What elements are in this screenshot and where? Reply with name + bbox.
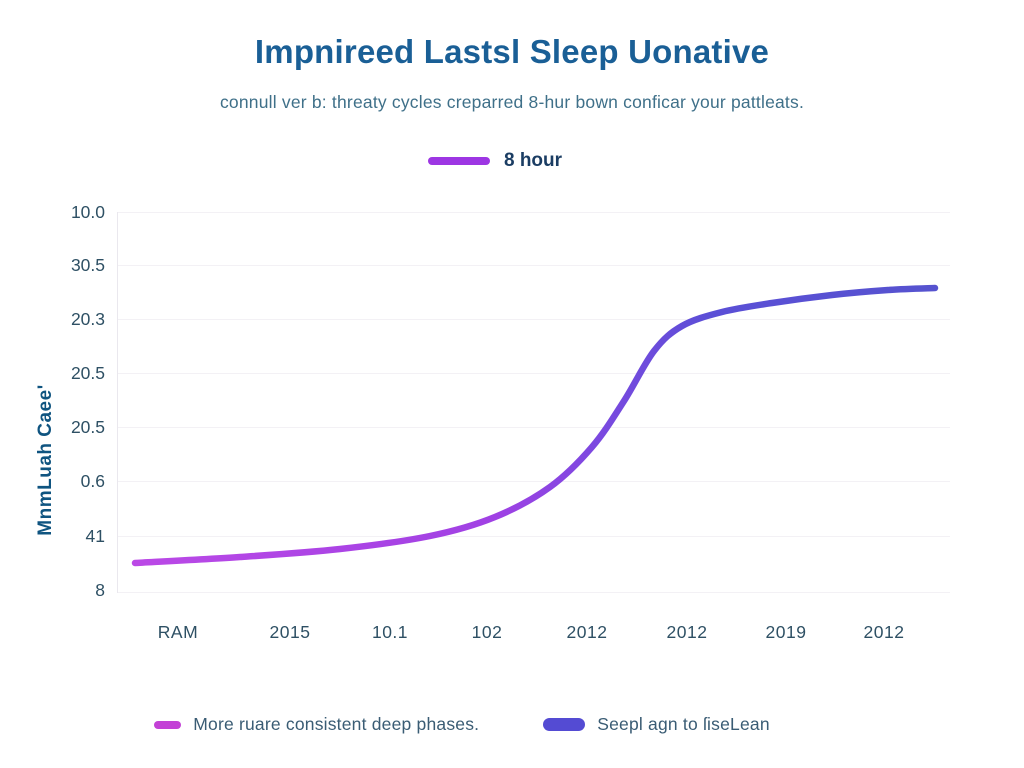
x-tick-label: 2012 [666,622,708,642]
y-tick-label: 20.3 [70,309,105,329]
legend-bottom-item: Seepl agn to ſiseLean [543,714,770,735]
legend-magenta-swatch [154,720,182,729]
gridline [117,265,950,266]
gridline [117,319,950,320]
gridline [117,373,950,374]
y-tick-label: 41 [85,526,105,546]
y-tick-label: 0.6 [80,471,105,491]
x-tick-label: 2012 [863,622,905,642]
legend-top: 8 hour [0,150,1007,172]
gridline [117,212,950,213]
legend-bottom: More ruare consistent deep phases. Seepl… [0,714,974,735]
chart-subtitle: connull ver b: threaty cycles creparred … [219,92,805,112]
x-tick-label: 102 [471,622,503,642]
sleep-curve-path [131,284,939,567]
y-tick-label: 30.5 [70,255,105,275]
gridline [117,427,950,428]
legend-bottom-label: Seepl agn to ſiseLean [597,714,770,734]
y-tick-label: 20.5 [70,417,105,437]
legend-top-line-swatch [427,157,490,165]
x-tick-label: 2015 [269,622,311,642]
x-tick-label: 10.1 [371,622,409,642]
y-axis-line [117,212,118,593]
x-tick-label: 2012 [566,622,608,642]
x-tick-label: 2019 [765,622,807,642]
gridline [117,592,950,593]
gridline [117,536,950,537]
legend-bottom-item: More ruare consistent deep phases. [154,714,479,735]
legend-indigo-swatch [543,718,586,731]
legend-bottom-label: More ruare consistent deep phases. [193,714,480,734]
y-tick-label: 10.0 [70,202,105,222]
y-tick-label: 20.5 [70,363,105,383]
gridline [117,481,950,482]
x-tick-label: RAM [157,622,199,642]
chart-title: Impnireed Lastsl Sleep Uonative [254,33,770,70]
y-tick-label: 8 [95,580,105,600]
legend-top-label: 8 hour [503,150,563,171]
